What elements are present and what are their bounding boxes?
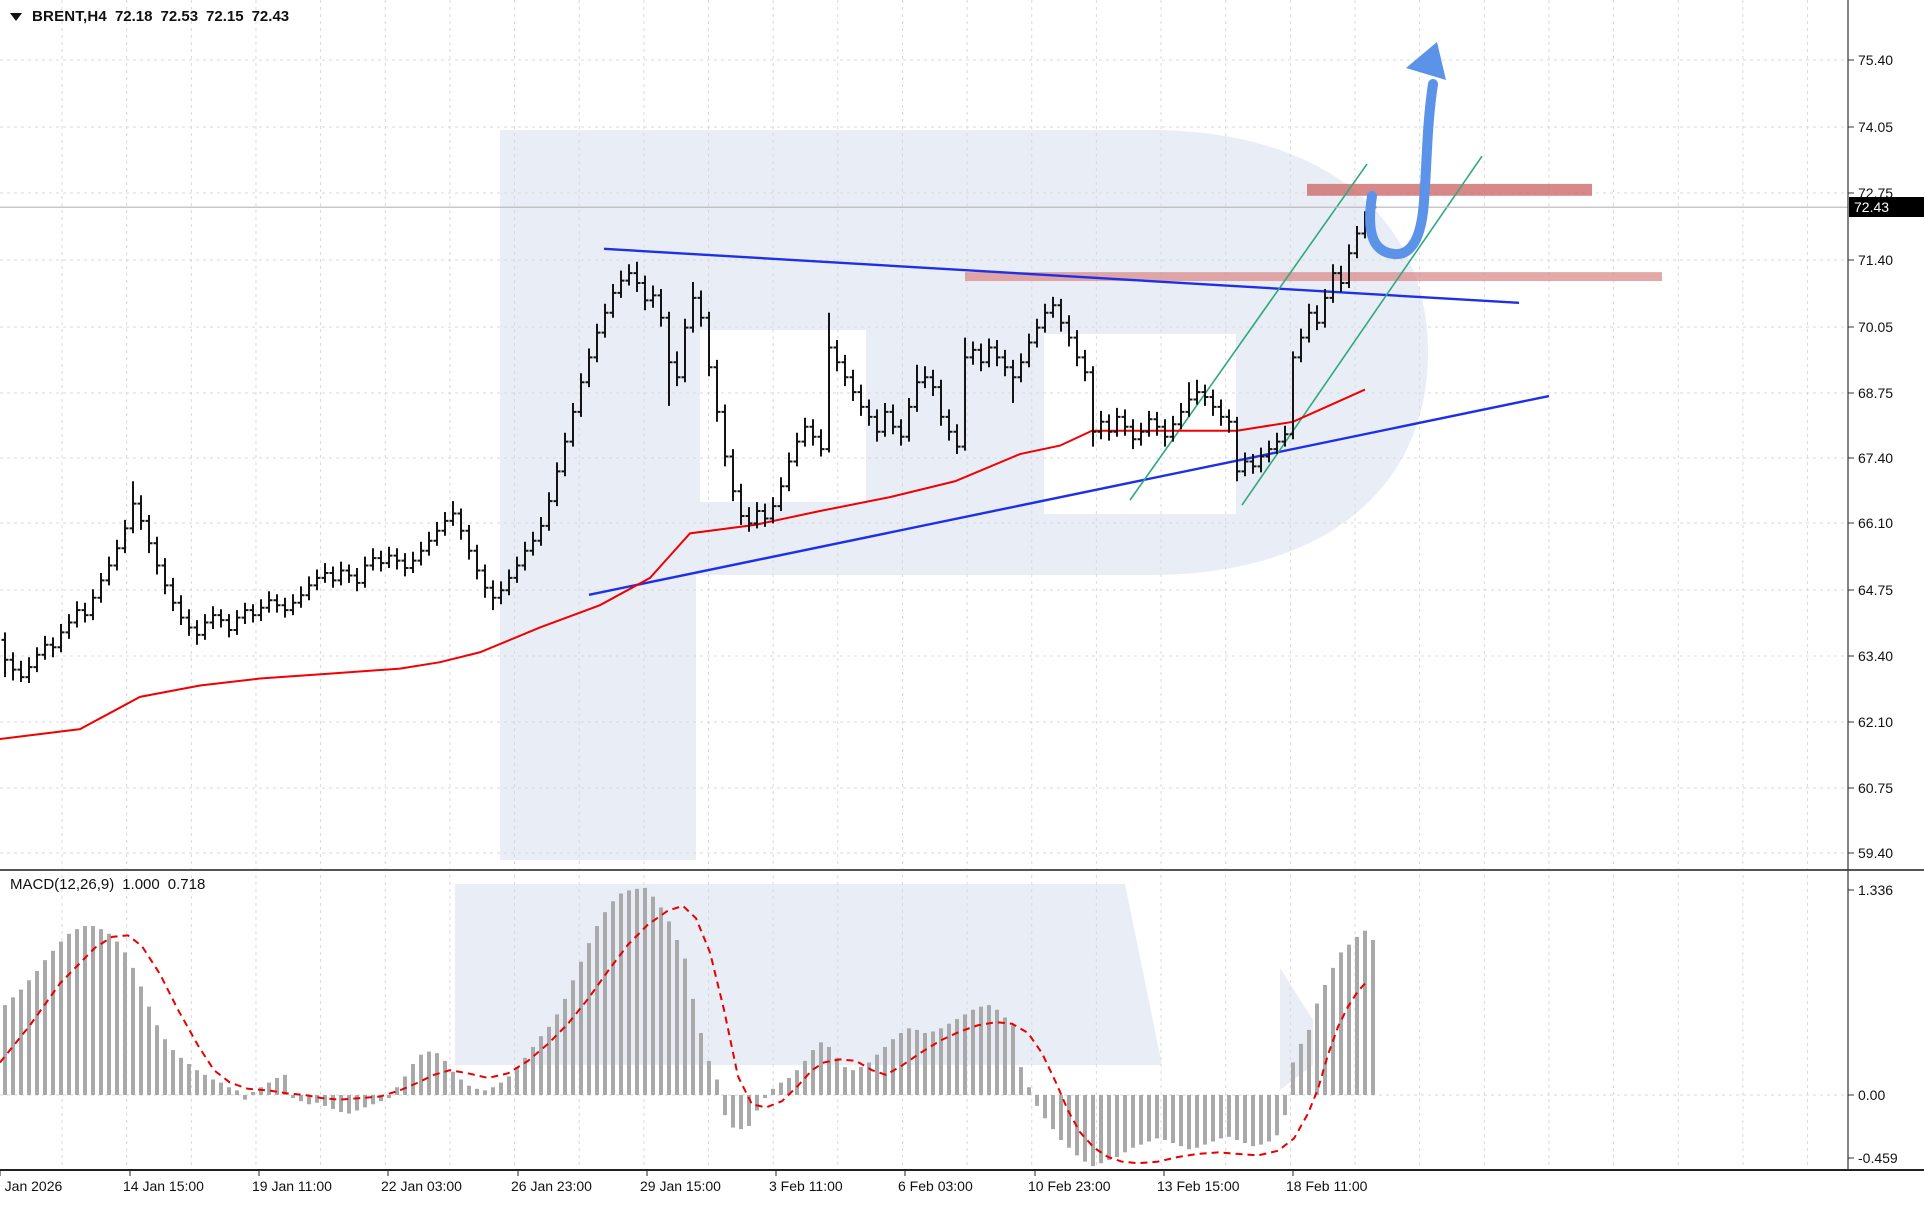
watermark-logo bbox=[455, 130, 1428, 1090]
price-axis-label: 75.40 bbox=[1858, 52, 1894, 68]
macd-axis-label: -0.459 bbox=[1858, 1150, 1898, 1166]
low-value: 72.15 bbox=[206, 8, 244, 25]
macd-signal-value: 0.718 bbox=[167, 876, 206, 893]
macd-axis-label: 0.00 bbox=[1858, 1087, 1886, 1103]
price-axis-label: 59.40 bbox=[1858, 845, 1894, 861]
macd-signal-line[interactable] bbox=[0, 904, 1369, 1165]
trendline-lower-ascending[interactable] bbox=[588, 394, 1550, 596]
price-axis-label: 71.40 bbox=[1858, 252, 1894, 268]
arrow-head-icon[interactable] bbox=[1406, 42, 1446, 80]
time-axis-label: 13 Feb 15:00 bbox=[1157, 1178, 1240, 1194]
macd-histogram bbox=[3, 887, 1375, 1167]
bullish-arrow bbox=[1365, 42, 1446, 260]
macd-signal-layer bbox=[0, 904, 1369, 1165]
price-axis-label: 64.75 bbox=[1858, 582, 1894, 598]
resistance-zone[interactable] bbox=[965, 272, 1662, 282]
time-axis-label: 14 Jan 15:00 bbox=[123, 1178, 204, 1194]
time-axis-label: 22 Jan 03:00 bbox=[381, 1178, 462, 1194]
ma-layer bbox=[0, 388, 1366, 740]
current-price-badge: 72.43 bbox=[1849, 197, 1924, 217]
high-value: 72.53 bbox=[160, 8, 199, 25]
collapse-triangle-icon[interactable] bbox=[10, 12, 22, 21]
time-axis-label: 19 Jan 11:00 bbox=[252, 1178, 332, 1194]
resistance-zone[interactable] bbox=[1307, 183, 1592, 196]
price-axis-label: 60.75 bbox=[1858, 780, 1894, 796]
trendline-upper-descending[interactable] bbox=[603, 247, 1520, 305]
price-axis-label: 67.40 bbox=[1858, 450, 1894, 466]
chart-header: BRENT,H4 72.18 72.53 72.15 72.43 bbox=[10, 8, 289, 25]
close-value: 72.43 bbox=[251, 8, 290, 25]
time-axis-label: 6 Feb 03:00 bbox=[898, 1178, 973, 1194]
price-axis-label: 63.40 bbox=[1858, 648, 1894, 664]
price-axis-label: 68.75 bbox=[1858, 385, 1894, 401]
time-axis-label: 18 Feb 11:00 bbox=[1286, 1178, 1368, 1194]
price-axis-label: 66.10 bbox=[1858, 515, 1894, 531]
time-axis-label: 10 Feb 23:00 bbox=[1028, 1178, 1111, 1194]
time-axis-label: 3 Feb 11:00 bbox=[769, 1178, 843, 1194]
price-series bbox=[1, 202, 1377, 683]
price-axis-label: 70.05 bbox=[1858, 319, 1894, 335]
macd-indicator-label: MACD(12,26,9) bbox=[10, 876, 115, 893]
time-axis-label: 26 Jan 23:00 bbox=[511, 1178, 592, 1194]
macd-main-value: 1.000 bbox=[122, 876, 160, 893]
macd-axis-label: 1.336 bbox=[1858, 882, 1894, 898]
chart-borders bbox=[0, 0, 1924, 1176]
resistance-zones bbox=[965, 183, 1662, 282]
price-axis-label: 62.10 bbox=[1858, 714, 1894, 730]
arrow-shaft[interactable] bbox=[1365, 79, 1438, 260]
ohlc-bar-series[interactable] bbox=[1, 202, 1377, 683]
open-value: 72.18 bbox=[114, 8, 153, 25]
macd-header: MACD(12,26,9) 1.000 0.718 bbox=[10, 876, 205, 893]
channel-line[interactable] bbox=[1241, 155, 1483, 506]
price-axis-label: 74.05 bbox=[1858, 119, 1894, 135]
symbol-period-label: BRENT,H4 bbox=[32, 8, 107, 25]
moving-average-line[interactable] bbox=[0, 388, 1366, 740]
channel-line[interactable] bbox=[1129, 163, 1368, 501]
time-axis-label: 29 Jan 15:00 bbox=[640, 1178, 721, 1194]
trendlines bbox=[588, 155, 1550, 596]
time-axis-label: 9 Jan 2026 bbox=[0, 1178, 63, 1194]
